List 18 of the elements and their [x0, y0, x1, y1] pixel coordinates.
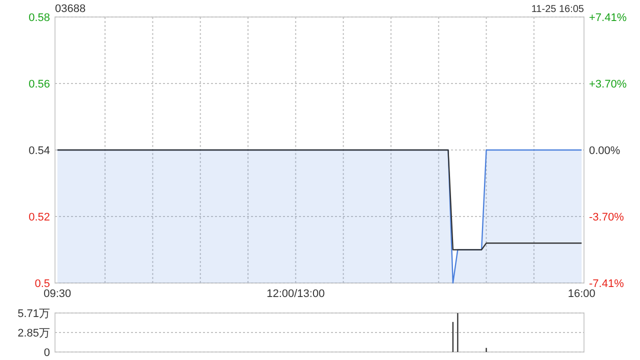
x-tick-label: 12:00/13:00 — [266, 288, 325, 300]
y-tick-label: 0.54 — [28, 145, 50, 157]
y-tick-label: 0.5 — [34, 278, 50, 290]
y-tick-label: 0.56 — [28, 78, 50, 90]
y2-tick-label: 0.00% — [589, 145, 620, 157]
y-tick-label: 0.58 — [28, 12, 50, 24]
x-tick-label: 16:00 — [568, 288, 596, 300]
y2-tick-label: -7.41% — [589, 278, 624, 290]
y2-tick-label: +3.70% — [589, 78, 627, 91]
x-tick-label: 09:30 — [44, 288, 72, 300]
y-tick-label: 0 — [44, 347, 50, 359]
y2-tick-label: +7.41% — [589, 12, 627, 24]
y-tick-label: 0.52 — [28, 212, 50, 224]
chart-title: 03688 — [55, 3, 86, 15]
y-tick-label: 2.85万 — [18, 328, 50, 340]
y2-tick-label: -3.70% — [589, 211, 624, 224]
text: 11-25 16:05 — [531, 4, 584, 15]
y-tick-label: 5.71万 — [18, 308, 50, 320]
